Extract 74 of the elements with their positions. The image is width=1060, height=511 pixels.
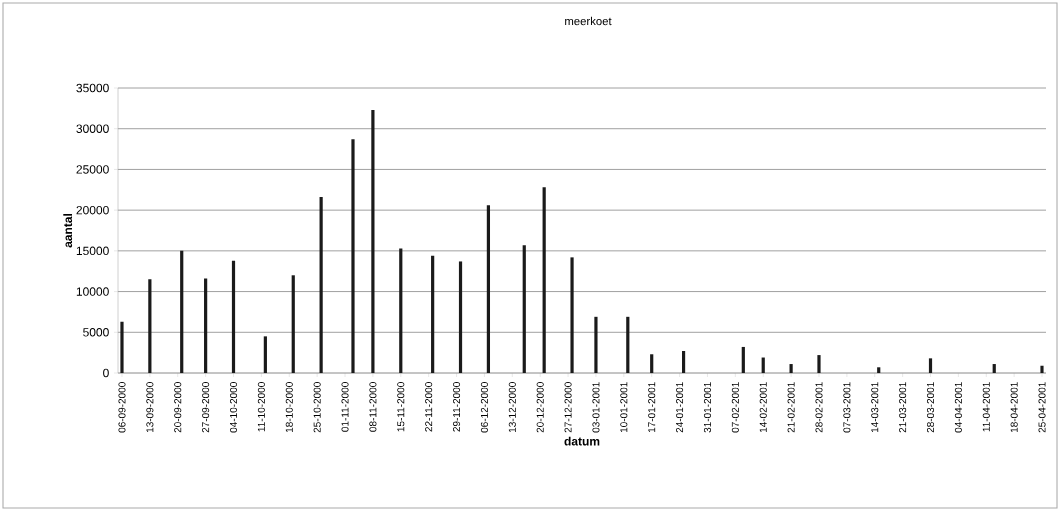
bar: [594, 316, 598, 373]
bar: [458, 261, 463, 373]
bar: [626, 316, 630, 373]
bar: [291, 275, 295, 373]
y-tick-label: 5000: [83, 328, 109, 337]
x-tick-label: 25-10-2000: [313, 382, 321, 433]
x-tick-label: 28-03-2001: [926, 382, 935, 433]
y-tick-label: 20000: [76, 205, 109, 215]
bar: [817, 355, 821, 373]
x-tick-label: 14-03-2001: [871, 382, 879, 433]
x-tick-label: 13-12-2000: [508, 382, 516, 433]
bar: [789, 364, 793, 373]
x-tick-label: 06-12-2000: [480, 382, 488, 433]
x-tick-label: 04-10-2000: [229, 382, 238, 433]
x-tick-label: 31-01-2001: [703, 382, 712, 433]
y-tick-label: 35000: [76, 83, 109, 93]
y-tick-label: 15000: [76, 246, 109, 256]
x-tick-label: 07-02-2001: [731, 382, 739, 433]
x-tick-label: 04-04-2001: [954, 382, 962, 433]
bar: [371, 109, 375, 373]
x-axis-title: datum: [564, 436, 600, 446]
bar: [542, 187, 546, 373]
x-tick-label: 29-11-2000: [453, 382, 461, 432]
x-tick-label: 25-04-2001: [1038, 382, 1046, 433]
bar: [570, 257, 574, 373]
x-tick-label: 28-02-2001: [815, 382, 823, 433]
x-tick-label: 11-04-2001: [982, 382, 990, 432]
bar: [204, 278, 208, 373]
bar: [319, 197, 323, 373]
bar: [992, 364, 996, 373]
bar: [231, 260, 236, 373]
x-tick-label: 10-01-2001: [620, 382, 628, 433]
bar: [399, 248, 403, 373]
x-tick-label: 18-10-2000: [285, 382, 293, 433]
x-tick-label: 03-01-2001: [592, 382, 600, 433]
x-tick-label: 20-12-2000: [536, 382, 544, 433]
y-tick-label: 30000: [76, 124, 109, 133]
bar: [681, 351, 686, 373]
y-tick-label: 10000: [76, 287, 109, 296]
y-tick-label: 25000: [76, 165, 109, 174]
bar: [1040, 365, 1044, 373]
bar: [486, 205, 491, 373]
x-tick-label: 27-09-2000: [202, 382, 210, 433]
x-tick-label: 18-04-2001: [1010, 382, 1018, 433]
bar: [431, 255, 435, 373]
x-tick-label: 11-10-2000: [257, 382, 265, 432]
chart-title: meerkoet: [565, 16, 612, 26]
bar: [650, 354, 654, 373]
y-axis-title: aantal: [63, 214, 73, 248]
x-tick-label: 24-01-2001: [676, 382, 684, 433]
bar: [522, 245, 526, 373]
bar: [148, 279, 152, 373]
bar: [877, 367, 881, 373]
bar: [180, 250, 184, 373]
bar: [741, 346, 745, 373]
x-tick-label: 06-09-2000: [118, 382, 126, 433]
bar: [928, 358, 933, 373]
x-tick-label: 01-11-2000: [341, 382, 349, 432]
x-tick-label: 20-09-2000: [174, 382, 182, 433]
x-tick-label: 15-11-2000: [397, 382, 405, 432]
x-tick-label: 07-03-2001: [843, 382, 851, 433]
bar: [761, 357, 765, 373]
x-tick-label: 27-12-2000: [564, 382, 572, 433]
bar: [120, 321, 124, 373]
bar: [263, 336, 267, 373]
bar: [351, 139, 355, 373]
y-tick-label: 0: [103, 368, 109, 378]
x-tick-label: 21-03-2001: [899, 382, 907, 433]
x-tick-label: 21-02-2001: [787, 382, 795, 433]
x-tick-label: 22-11-2000: [425, 382, 433, 432]
x-tick-label: 17-01-2001: [648, 382, 656, 433]
x-tick-label: 08-11-2000: [369, 382, 377, 432]
x-tick-label: 14-02-2001: [759, 382, 767, 433]
x-tick-label: 13-09-2000: [146, 382, 154, 433]
